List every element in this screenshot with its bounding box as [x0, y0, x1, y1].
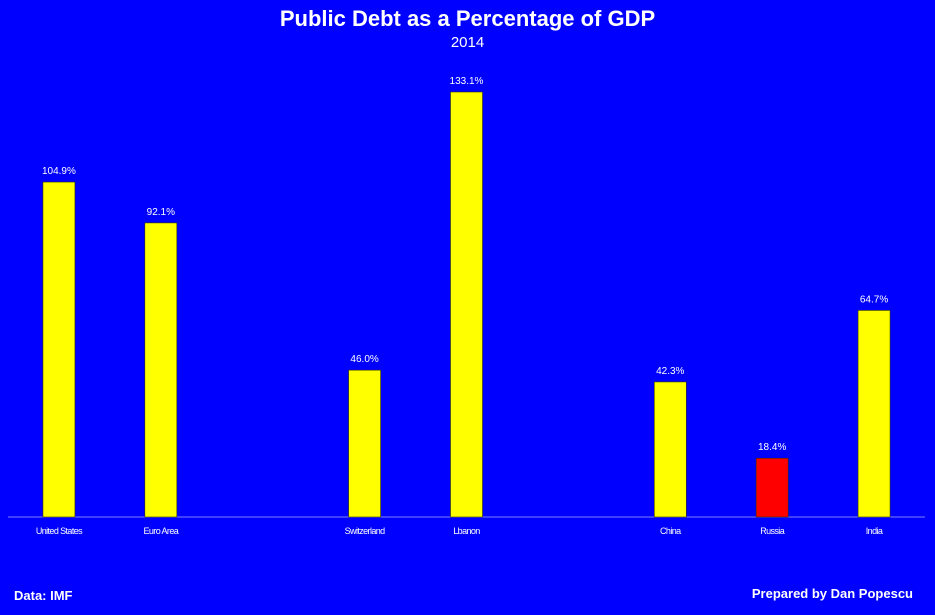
bar-lbanon — [450, 91, 483, 518]
x-tick-label: Euro Area — [144, 526, 179, 536]
x-tick-label: Russia — [760, 526, 785, 536]
data-label: 46.0% — [350, 354, 378, 365]
data-label: 64.7% — [860, 294, 888, 305]
data-label: 92.1% — [147, 207, 175, 218]
bar-china — [653, 381, 687, 518]
bar-united-states — [42, 181, 76, 518]
chart-subtitle: 2014 — [450, 34, 485, 51]
bar-euro-area — [144, 222, 178, 518]
bar-india — [857, 310, 891, 518]
x-tick-label: United States — [36, 526, 83, 536]
x-tick-label: India — [866, 526, 883, 536]
x-tick-label: Switzerland — [345, 526, 386, 536]
data-label: 133.1% — [450, 76, 484, 87]
author-credit: Prepared by Dan Popescu — [751, 586, 913, 601]
x-tick-label: Lbanon — [453, 526, 480, 536]
data-label: 42.3% — [656, 366, 684, 377]
bar-russia — [755, 457, 789, 518]
bar-switzerland — [348, 369, 381, 518]
chart-title: Public Debt as a Percentage of GDP — [279, 6, 656, 31]
data-label: 18.4% — [758, 442, 786, 453]
data-source-note: Data: IMF — [14, 588, 73, 603]
data-label: 104.9% — [42, 166, 76, 177]
x-tick-label: China — [660, 526, 681, 536]
